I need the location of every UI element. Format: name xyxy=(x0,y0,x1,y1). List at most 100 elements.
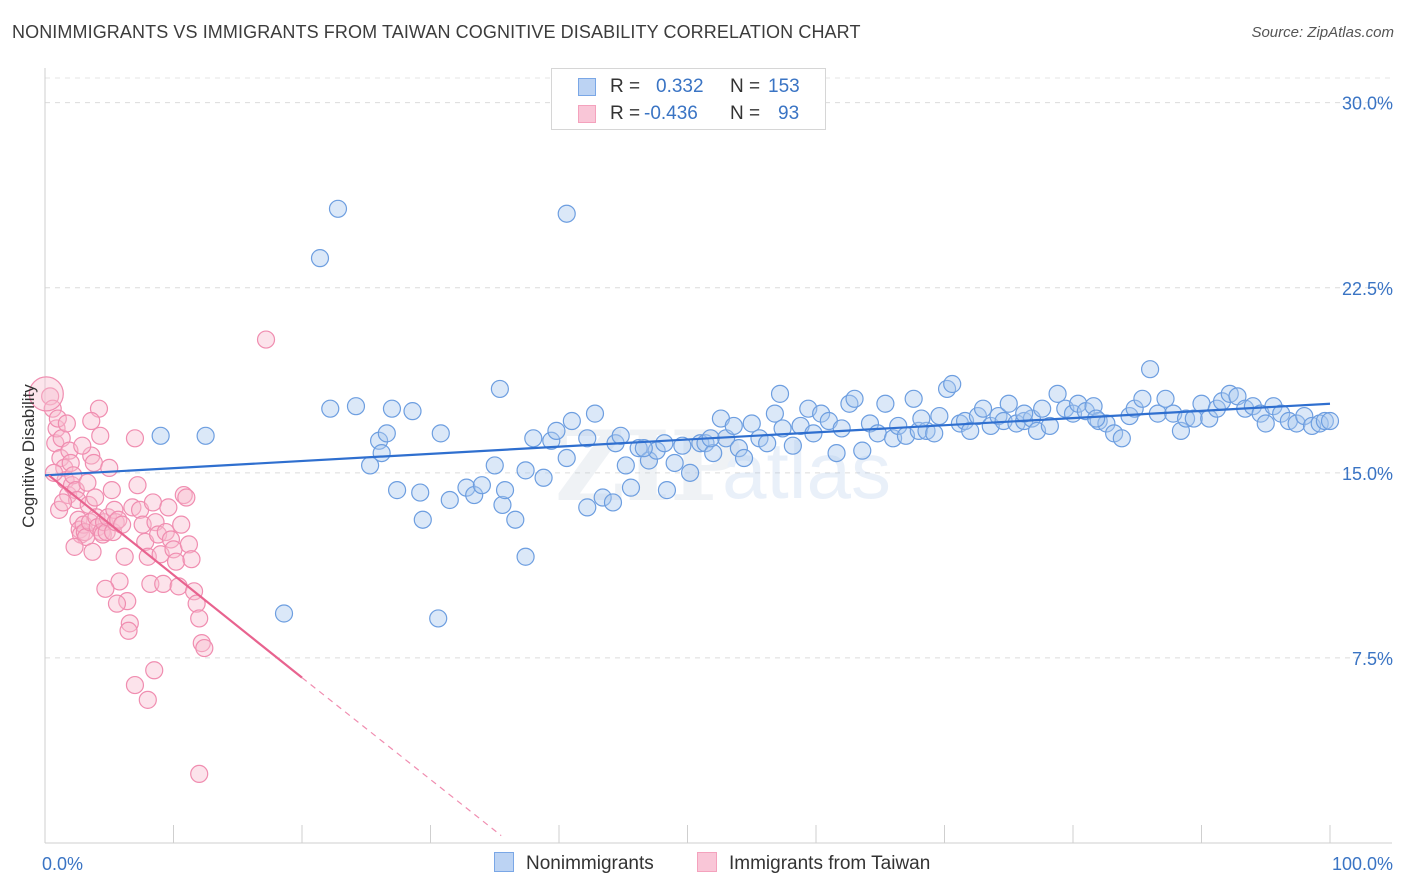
nonimmigrant-point xyxy=(1156,389,1175,408)
taiwan-point xyxy=(57,414,76,433)
legend-r-value: -0.436 xyxy=(644,103,698,124)
nonimmigrant-point xyxy=(845,389,864,408)
nonimmigrant-point xyxy=(382,399,402,418)
nonimmigrant-point xyxy=(493,495,512,515)
nonimmigrant-point xyxy=(557,448,576,468)
nonimmigrant-point xyxy=(973,399,993,418)
nonimmigrant-point xyxy=(742,414,761,433)
nonimmigrant-point xyxy=(1295,406,1314,426)
legend-n-label: N = xyxy=(730,76,761,97)
series-name-taiwan: Immigrants from Taiwan xyxy=(729,853,931,874)
nonimmigrant-point xyxy=(506,510,525,529)
watermark-atlas: atlas xyxy=(722,426,891,515)
nonimmigrant-point xyxy=(562,411,581,431)
nonimmigrant-point xyxy=(431,424,450,443)
nonimmigrant-point xyxy=(832,419,851,438)
taiwan-point xyxy=(119,621,138,640)
nonimmigrant-point xyxy=(655,434,674,453)
nonimmigrant-point xyxy=(1287,414,1306,433)
nonimmigrant-point xyxy=(440,490,459,510)
nonimmigrant-point xyxy=(616,456,635,475)
legend-n-value: 153 xyxy=(768,76,800,97)
nonimmigrant-point xyxy=(840,394,859,413)
nonimmigrant-point xyxy=(495,481,515,500)
taiwan-point xyxy=(138,690,157,709)
taiwan-point xyxy=(82,411,101,431)
taiwan-point xyxy=(86,488,105,507)
nonimmigrant-point xyxy=(876,394,895,413)
nonimmigrant-point xyxy=(516,547,535,566)
tick-labels: 7.5% 15.0% 22.5% 30.0% 0.0% 100.0% xyxy=(42,94,1393,874)
source-label: Source: ZipAtlas.com xyxy=(1251,24,1394,41)
nonimmigrant-point xyxy=(704,443,723,463)
taiwan-point xyxy=(83,542,102,561)
nonimmigrant-point xyxy=(889,416,908,436)
nonimmigrant-point xyxy=(585,404,605,423)
nonimmigrant-point xyxy=(729,439,749,458)
taiwan-point xyxy=(172,515,191,534)
taiwan-point xyxy=(115,547,134,566)
nonimmigrant-point xyxy=(657,481,677,500)
nonimmigrant-point xyxy=(524,429,543,448)
taiwan-point xyxy=(84,453,103,473)
taiwan-point xyxy=(182,550,201,569)
nonimmigrant-point xyxy=(403,402,422,421)
nonimmigrant-point xyxy=(925,424,944,443)
nonimmigrant-point xyxy=(603,493,623,512)
legend-r-value: 0.332 xyxy=(656,76,704,97)
nonimmigrant-point xyxy=(989,406,1008,426)
nonimmigrant-point xyxy=(1140,360,1160,379)
gridlines xyxy=(45,77,1392,659)
taiwan-point xyxy=(174,485,193,505)
nonimmigrant-point xyxy=(328,199,348,218)
nonimmigrant-point xyxy=(547,421,566,440)
taiwan-point xyxy=(102,481,121,500)
nonimmigrant-point xyxy=(490,379,509,399)
nonimmigrant-point xyxy=(680,463,700,482)
nonimmigrant-point xyxy=(196,426,215,445)
nonimmigrant-point xyxy=(999,394,1018,413)
nonimmigrant-point xyxy=(457,478,476,497)
nonimmigrant-point xyxy=(1320,411,1340,431)
taiwan-point xyxy=(53,493,73,512)
watermark: ZIP atlas xyxy=(555,410,891,523)
nonimmigrant-point xyxy=(961,421,980,440)
legend-swatch-pink xyxy=(578,105,596,123)
taiwan-point xyxy=(43,399,62,418)
nonimmigrant-point xyxy=(1112,429,1131,448)
y-tick-label: 30.0% xyxy=(1342,94,1393,114)
nonimmigrant-point xyxy=(578,498,597,517)
nonimmigrant-point xyxy=(868,424,887,443)
nonimmigrant-point xyxy=(611,426,630,445)
nonimmigrant-point xyxy=(557,204,576,223)
x-tick-label-min: 0.0% xyxy=(42,854,83,874)
taiwan-point xyxy=(190,764,209,784)
nonimmigrant-point xyxy=(534,468,553,487)
nonimmigrant-point xyxy=(1040,416,1059,436)
nonimmigrant-point xyxy=(1087,409,1106,428)
legend-n-label: N = xyxy=(730,103,761,124)
nonimmigrant-point xyxy=(578,429,597,448)
x-tick-label-max: 100.0% xyxy=(1332,854,1393,874)
taiwan-point xyxy=(256,330,276,349)
nonimmigrant-point xyxy=(1033,399,1052,418)
taiwan-point xyxy=(65,537,84,556)
bottom-legend-nonimmigrants: Nonimmigrants xyxy=(494,852,654,875)
nonimmigrant-point xyxy=(665,453,684,473)
nonimmigrant-point xyxy=(860,414,880,433)
taiwan-point xyxy=(179,535,199,554)
nonimmigrant-point xyxy=(465,485,484,505)
nonimmigrant-point xyxy=(346,397,366,416)
taiwan-point xyxy=(112,515,132,534)
taiwan-point xyxy=(195,638,214,658)
bottom-swatch-pink xyxy=(697,852,717,872)
taiwan-point xyxy=(192,634,211,653)
nonimmigrant-point xyxy=(1176,409,1196,428)
nonimmigrant-point xyxy=(770,384,790,403)
bottom-legend-taiwan: Immigrants from Taiwan xyxy=(697,852,930,875)
nonimmigrant-point xyxy=(758,434,777,453)
taiwan-trend-extension xyxy=(301,677,502,837)
taiwan-point xyxy=(143,493,163,512)
nonimmigrant-point xyxy=(1015,404,1034,423)
